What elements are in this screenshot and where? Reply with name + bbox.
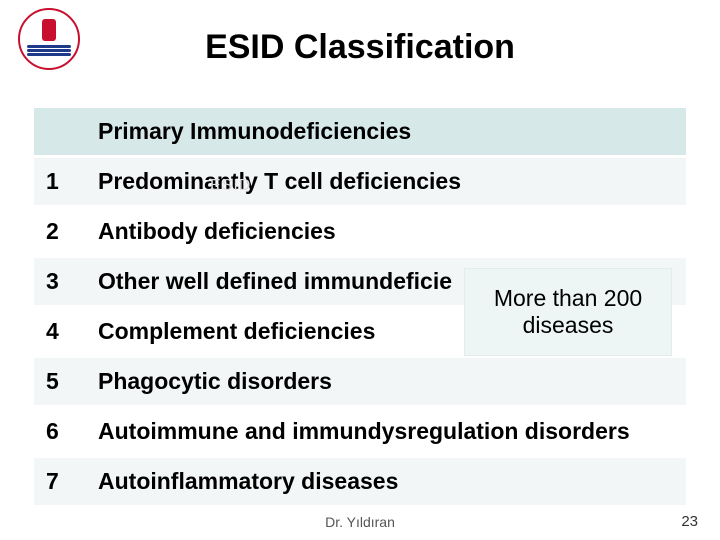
slide-title: ESID Classification — [0, 28, 720, 67]
row-num: 5 — [34, 358, 86, 405]
table-row: 2 Antibody deficiencies — [34, 208, 686, 255]
table-header-row: Primary Immunodeficiencies — [34, 108, 686, 155]
row-num: 1 — [34, 158, 86, 205]
row-text: Autoinflammatory diseases — [86, 458, 686, 505]
footer-page-number: 23 — [681, 513, 698, 530]
table-row: 7 Autoinflammatory diseases — [34, 458, 686, 505]
callout-line1: More than 200 — [494, 285, 642, 312]
table-row: 1 Predominantly T cell deficiencies — [34, 158, 686, 205]
callout-line2: diseases — [523, 312, 614, 339]
row-num: 6 — [34, 408, 86, 455]
row-num: 3 — [34, 258, 86, 305]
table-header-text: Primary Immunodeficiencies — [86, 108, 686, 155]
row-text: Autoimmune and immundysregulation disord… — [86, 408, 686, 455]
table-row: 5 Phagocytic disorders — [34, 358, 686, 405]
row-num: 4 — [34, 308, 86, 355]
footer-author: Dr. Yıldıran — [0, 514, 720, 530]
row-text: Phagocytic disorders — [86, 358, 686, 405]
row-num: 2 — [34, 208, 86, 255]
watermark-text: ESID — [210, 177, 251, 195]
callout-box: More than 200 diseases — [464, 268, 672, 356]
header-empty — [34, 108, 86, 155]
row-text: Predominantly T cell deficiencies — [86, 158, 686, 205]
row-text: Antibody deficiencies — [86, 208, 686, 255]
table-row: 6 Autoimmune and immundysregulation diso… — [34, 408, 686, 455]
row-num: 7 — [34, 458, 86, 505]
